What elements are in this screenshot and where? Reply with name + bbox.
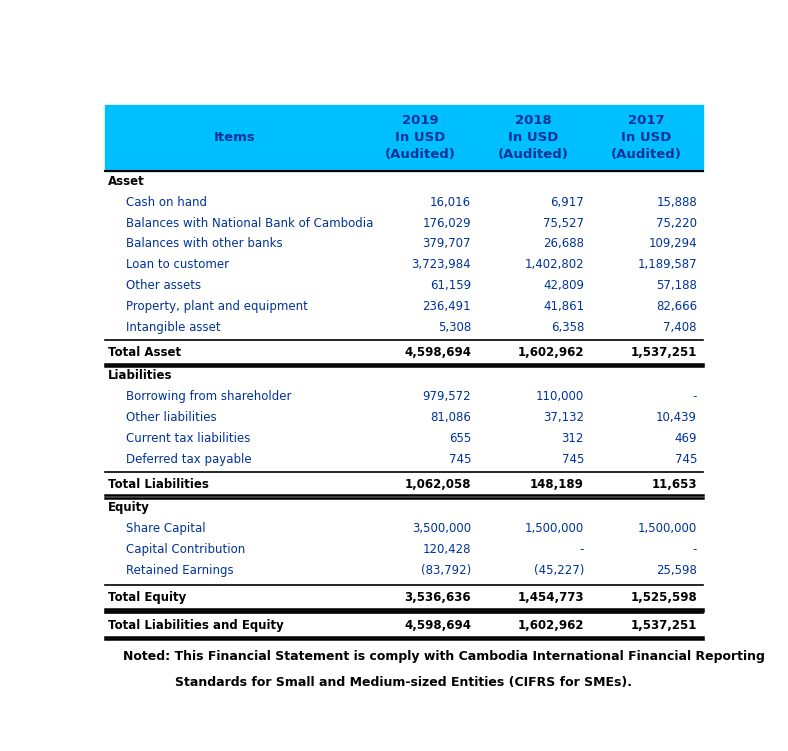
Text: 745: 745 [448,453,471,466]
Text: Noted: This Financial Statement is comply with Cambodia International Financial : Noted: This Financial Statement is compl… [123,650,765,663]
Text: 41,861: 41,861 [543,300,584,313]
Text: 11,653: 11,653 [652,478,697,491]
Text: 2017
In USD
(Audited): 2017 In USD (Audited) [611,114,682,161]
Text: 120,428: 120,428 [422,543,471,556]
Text: Equity: Equity [108,501,150,514]
Text: Retained Earnings: Retained Earnings [126,563,233,577]
Text: 7,408: 7,408 [663,321,697,333]
Text: Liabilities: Liabilities [108,369,172,382]
Text: Total Asset: Total Asset [108,346,180,359]
Text: Items: Items [214,131,255,144]
Text: Current tax liabilities: Current tax liabilities [126,432,251,445]
Text: 1,602,962: 1,602,962 [518,619,584,632]
Text: 6,358: 6,358 [551,321,584,333]
Text: -: - [693,543,697,556]
Text: 57,188: 57,188 [656,279,697,292]
Text: 5,308: 5,308 [438,321,471,333]
Text: 469: 469 [675,432,697,445]
Text: 1,537,251: 1,537,251 [630,346,697,359]
Text: Other assets: Other assets [126,279,201,292]
Text: 10,439: 10,439 [656,411,697,424]
Text: -: - [693,390,697,403]
Text: 82,666: 82,666 [656,300,697,313]
Text: 379,707: 379,707 [422,237,471,250]
Text: Capital Contribution: Capital Contribution [126,543,245,556]
Text: 1,189,587: 1,189,587 [637,258,697,271]
Text: 6,917: 6,917 [550,196,584,209]
Text: Total Liabilities and Equity: Total Liabilities and Equity [108,619,284,632]
Text: Total Equity: Total Equity [108,591,186,605]
Text: Loan to customer: Loan to customer [126,258,229,271]
Text: 25,598: 25,598 [656,563,697,577]
Text: 312: 312 [562,432,584,445]
Text: 15,888: 15,888 [656,196,697,209]
Text: 1,402,802: 1,402,802 [524,258,584,271]
Text: 37,132: 37,132 [543,411,584,424]
Text: Intangible asset: Intangible asset [126,321,221,333]
Text: 110,000: 110,000 [536,390,584,403]
Text: 655: 655 [449,432,471,445]
Text: (83,792): (83,792) [421,563,471,577]
Text: 1,500,000: 1,500,000 [637,522,697,535]
FancyBboxPatch shape [105,104,703,171]
Text: Property, plant and equipment: Property, plant and equipment [126,300,308,313]
Text: 979,572: 979,572 [422,390,471,403]
Text: 109,294: 109,294 [649,237,697,250]
Text: 26,688: 26,688 [543,237,584,250]
Text: Standards for Small and Medium-sized Entities (CIFRS for SMEs).: Standards for Small and Medium-sized Ent… [176,677,632,689]
Text: 745: 745 [675,453,697,466]
Text: (45,227): (45,227) [533,563,584,577]
Text: Deferred tax payable: Deferred tax payable [126,453,251,466]
Text: 2019
In USD
(Audited): 2019 In USD (Audited) [385,114,456,161]
Text: 3,500,000: 3,500,000 [412,522,471,535]
Text: Borrowing from shareholder: Borrowing from shareholder [126,390,292,403]
Text: 236,491: 236,491 [422,300,471,313]
Text: 1,454,773: 1,454,773 [518,591,584,605]
Text: 176,029: 176,029 [422,216,471,230]
Text: Balances with other banks: Balances with other banks [126,237,283,250]
Text: 1,525,598: 1,525,598 [630,591,697,605]
Text: 3,723,984: 3,723,984 [411,258,471,271]
Text: Asset: Asset [108,175,144,188]
Text: 148,189: 148,189 [530,478,584,491]
Text: 81,086: 81,086 [430,411,471,424]
Text: Balances with National Bank of Cambodia: Balances with National Bank of Cambodia [126,216,374,230]
Text: 61,159: 61,159 [430,279,471,292]
Text: Share Capital: Share Capital [126,522,206,535]
Text: Cash on hand: Cash on hand [126,196,207,209]
Text: 4,598,694: 4,598,694 [404,619,471,632]
Text: 1,500,000: 1,500,000 [525,522,584,535]
Text: 75,220: 75,220 [656,216,697,230]
Text: 1,062,058: 1,062,058 [404,478,471,491]
Text: 4,598,694: 4,598,694 [404,346,471,359]
Text: Total Liabilities: Total Liabilities [108,478,209,491]
Text: 1,537,251: 1,537,251 [630,619,697,632]
Text: 2018
In USD
(Audited): 2018 In USD (Audited) [498,114,569,161]
Text: 16,016: 16,016 [430,196,471,209]
Text: 745: 745 [562,453,584,466]
Text: 75,527: 75,527 [543,216,584,230]
Text: 3,536,636: 3,536,636 [404,591,471,605]
Text: Other liabilities: Other liabilities [126,411,217,424]
Text: 42,809: 42,809 [543,279,584,292]
Text: 1,602,962: 1,602,962 [518,346,584,359]
Text: -: - [580,543,584,556]
